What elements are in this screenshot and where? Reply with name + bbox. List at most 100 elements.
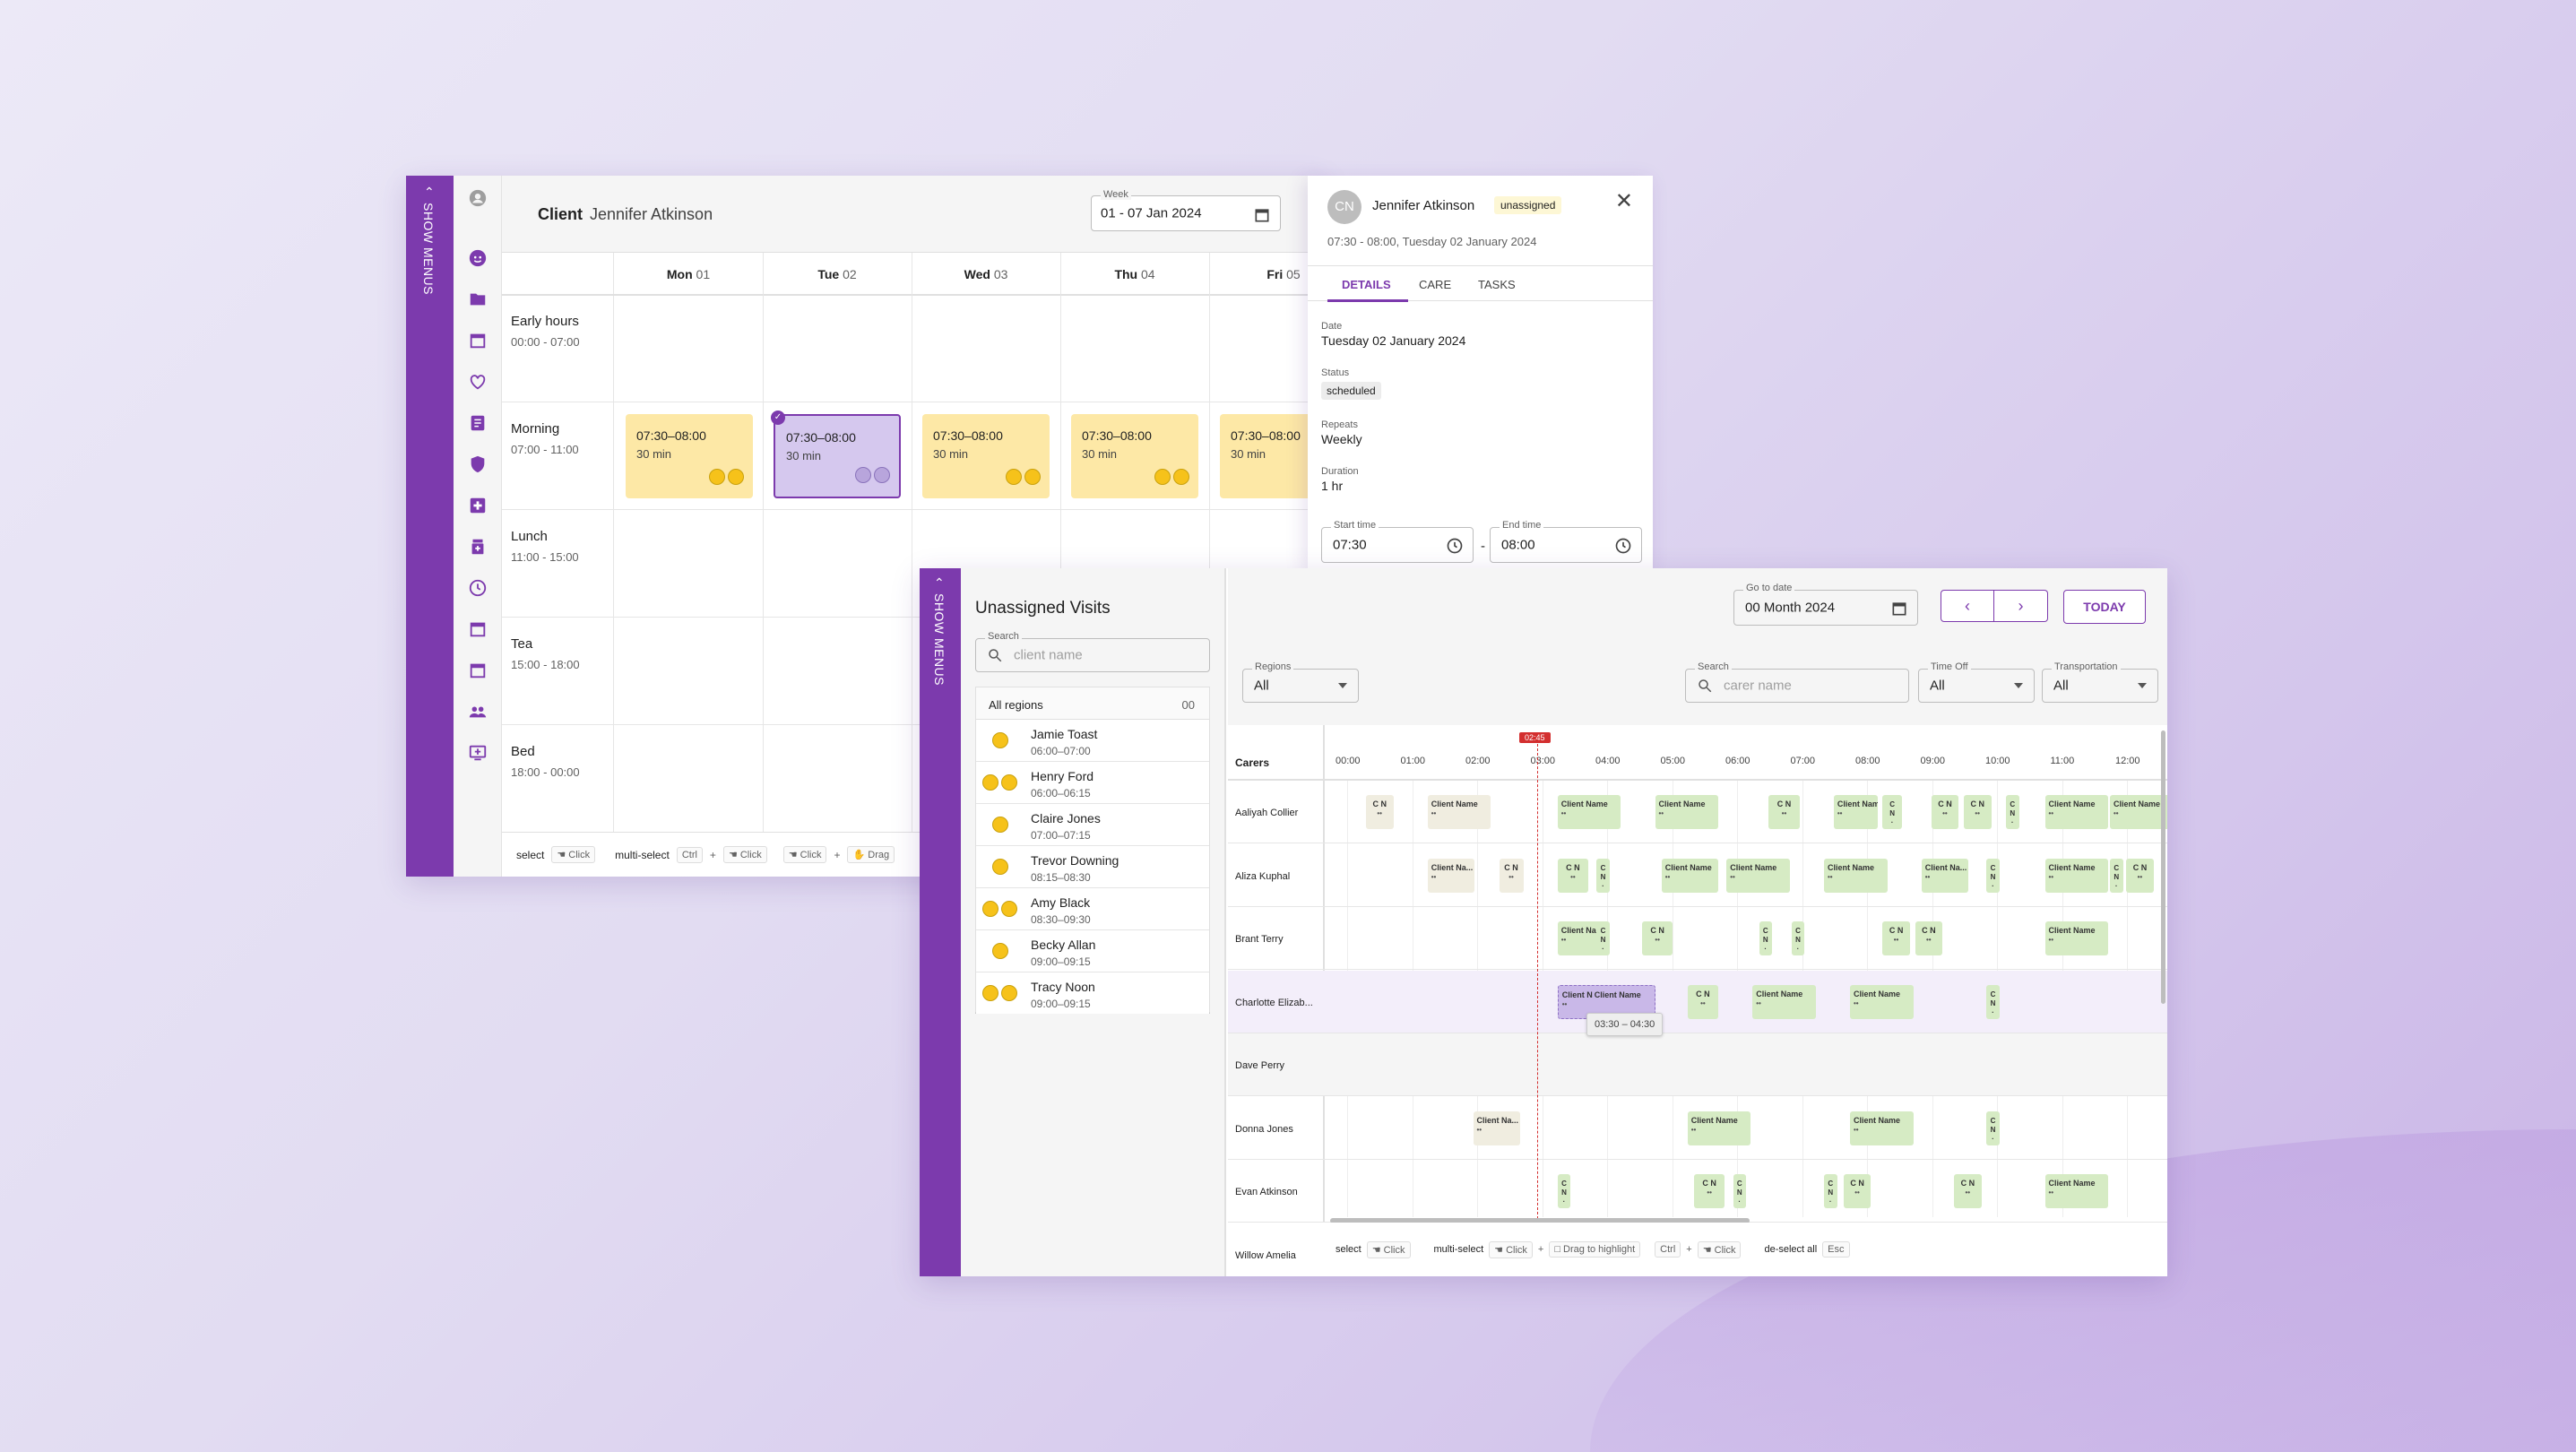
visit-block-short[interactable]: C N •• <box>1954 1174 1982 1208</box>
calendar-icon[interactable] <box>1253 206 1271 224</box>
carer-row[interactable]: Aaliyah Collier <box>1228 781 2167 843</box>
visit-block-short[interactable]: C N •• <box>2126 858 2154 893</box>
end-time-field[interactable]: End time 08:00 <box>1490 520 1642 563</box>
next-button[interactable]: › <box>1994 590 2048 622</box>
vertical-scrollbar[interactable] <box>2161 730 2165 1004</box>
transportation-select[interactable]: Transportation All <box>2042 661 2158 703</box>
visit-block-short[interactable]: C N •• <box>1499 858 1524 893</box>
show-menus-strip[interactable]: ⌃ SHOW MENUS <box>406 176 454 877</box>
folder-icon[interactable] <box>454 290 501 309</box>
close-icon[interactable]: ✕ <box>1614 189 1633 213</box>
carer-row[interactable]: Aliza Kuphal <box>1228 844 2167 907</box>
visit-block-narrow[interactable]: C N · <box>1759 921 1772 955</box>
prev-button[interactable]: ‹ <box>1941 590 1994 622</box>
visit-block[interactable]: Client Name•• <box>1752 984 1816 1019</box>
tab-details[interactable]: DETAILS <box>1342 278 1391 291</box>
carer-row[interactable]: Willow Amelia <box>1228 1223 2167 1277</box>
people-icon[interactable] <box>454 702 501 722</box>
visit-block[interactable]: Client Na... •• <box>1921 858 1969 893</box>
shield-icon[interactable] <box>454 454 501 474</box>
tab-tasks[interactable]: TASKS <box>1478 278 1516 291</box>
medical-icon[interactable] <box>454 496 501 515</box>
carer-row[interactable]: Donna Jones <box>1228 1097 2167 1160</box>
visit-block[interactable]: Client Name•• <box>1824 858 1888 893</box>
visit-block-narrow[interactable]: C N · <box>2110 858 2123 893</box>
list-item[interactable]: Jamie Toast 06:00–07:00 <box>976 720 1209 762</box>
visit-block-short[interactable]: C N •• <box>1843 1174 1871 1208</box>
clock-icon[interactable] <box>1614 537 1632 555</box>
visit-block-narrow[interactable]: C N · <box>1882 795 1902 829</box>
today-button[interactable]: TODAY <box>2063 590 2146 624</box>
visit-block[interactable]: Client Name•• <box>2044 921 2108 955</box>
visit-block-short[interactable]: C N •• <box>1768 795 1800 829</box>
visit-block[interactable]: Client Name•• <box>1655 795 1718 829</box>
list-item[interactable]: Trevor Downing 08:15–08:30 <box>976 846 1209 888</box>
visit-block[interactable]: Client Name•• <box>1687 1111 1751 1145</box>
add-screen-icon[interactable] <box>454 743 501 763</box>
clock-icon[interactable] <box>1446 537 1464 555</box>
account-icon[interactable] <box>454 188 501 208</box>
visit-card[interactable]: 07:30–08:00 30 min <box>922 414 1050 498</box>
list-item[interactable]: Amy Black 08:30–09:30 <box>976 888 1209 930</box>
visit-block-short[interactable]: C N •• <box>1642 921 1673 955</box>
time-off-select[interactable]: Time Off All <box>1918 661 2035 703</box>
heart-icon[interactable] <box>454 372 501 392</box>
visit-block-short[interactable]: C N •• <box>1963 795 1992 829</box>
calendar-icon[interactable] <box>454 661 501 680</box>
notes-icon[interactable] <box>454 413 501 433</box>
tab-care[interactable]: CARE <box>1419 278 1452 291</box>
calendar-icon[interactable] <box>1890 600 1908 618</box>
visit-card-selected[interactable]: 07:30–08:00 30 min ✓ <box>771 411 901 498</box>
visit-block[interactable]: Client Name•• <box>2044 1174 2108 1208</box>
carer-row[interactable]: Dave Perry <box>1228 1033 2167 1096</box>
visit-block-narrow[interactable]: C N · <box>1596 858 1610 893</box>
visit-block-short[interactable]: C N •• <box>1915 921 1943 955</box>
show-menus-strip[interactable]: ⌃ SHOW MENUS <box>920 568 961 1276</box>
visit-block-narrow[interactable]: C N · <box>1557 1174 1571 1208</box>
visit-card[interactable]: 07:30–08:00 30 min <box>626 414 753 498</box>
visit-block[interactable]: Client Name•• <box>2110 795 2167 829</box>
horizontal-scrollbar[interactable] <box>1330 1218 1750 1223</box>
visit-block[interactable]: Client Na... •• <box>1473 1111 1520 1145</box>
visit-block-narrow[interactable]: C N · <box>1596 921 1610 955</box>
visit-block-short[interactable]: C N •• <box>1931 795 1959 829</box>
visit-block-narrow[interactable]: C N · <box>1986 984 2000 1019</box>
calendar-icon[interactable] <box>454 331 501 350</box>
visit-block[interactable]: Client Na... •• <box>1427 858 1475 893</box>
visit-block-short[interactable]: C N •• <box>1882 921 1910 955</box>
face-icon[interactable] <box>454 248 501 268</box>
visit-block-short[interactable]: C N •• <box>1694 1174 1725 1208</box>
visit-block[interactable]: Client Name•• <box>1726 858 1790 893</box>
visit-block-narrow[interactable]: C N · <box>1824 1174 1837 1208</box>
week-picker[interactable]: Week 01 - 07 Jan 2024 <box>1091 189 1281 231</box>
visit-block[interactable]: Client Name•• <box>2044 858 2108 893</box>
start-time-field[interactable]: Start time 07:30 <box>1321 520 1474 563</box>
visit-block-short[interactable]: C N •• <box>1365 795 1394 829</box>
visit-block[interactable]: Client Name•• <box>1850 1111 1914 1145</box>
visit-card[interactable]: 07:30–08:00 30 min <box>1220 414 1324 498</box>
client-search-input[interactable]: Search client name <box>975 631 1210 672</box>
visit-block[interactable]: Client Name•• <box>1661 858 1718 893</box>
carer-row[interactable]: Charlotte Elizab... <box>1228 970 2167 1033</box>
carer-search-input[interactable]: Search carer name <box>1685 661 1909 703</box>
visit-block-narrow[interactable]: C N · <box>1986 1111 2000 1145</box>
visit-block-short[interactable]: C N •• <box>1687 984 1718 1019</box>
list-item[interactable]: Tracy Noon 09:00–09:15 <box>976 972 1209 1014</box>
goto-date-picker[interactable]: Go to date 00 Month 2024 <box>1733 583 1918 626</box>
visit-card[interactable]: 07:30–08:00 30 min <box>1071 414 1198 498</box>
calendar-icon[interactable] <box>454 619 501 639</box>
visit-block[interactable]: Client Name•• <box>2044 795 2108 829</box>
list-item[interactable]: Claire Jones 07:00–07:15 <box>976 804 1209 846</box>
visit-block[interactable]: Client Name•• <box>1427 795 1491 829</box>
visit-block-short[interactable]: C N •• <box>1557 858 1588 893</box>
regions-select[interactable]: Regions All <box>1242 661 1359 703</box>
list-item[interactable]: Henry Ford 06:00–06:15 <box>976 762 1209 804</box>
visit-block[interactable]: Client Na... •• <box>1557 921 1602 955</box>
carer-row[interactable]: Brant Terry <box>1228 907 2167 970</box>
list-item[interactable]: Becky Allan 09:00–09:15 <box>976 930 1209 972</box>
visit-block[interactable]: Client Name•• <box>1557 795 1621 829</box>
visit-block-narrow[interactable]: C N · <box>1733 1174 1746 1208</box>
clock-icon[interactable] <box>454 578 501 598</box>
visit-block-narrow[interactable]: C N · <box>1986 858 2000 893</box>
visit-block[interactable]: Client Name•• <box>1833 795 1878 829</box>
